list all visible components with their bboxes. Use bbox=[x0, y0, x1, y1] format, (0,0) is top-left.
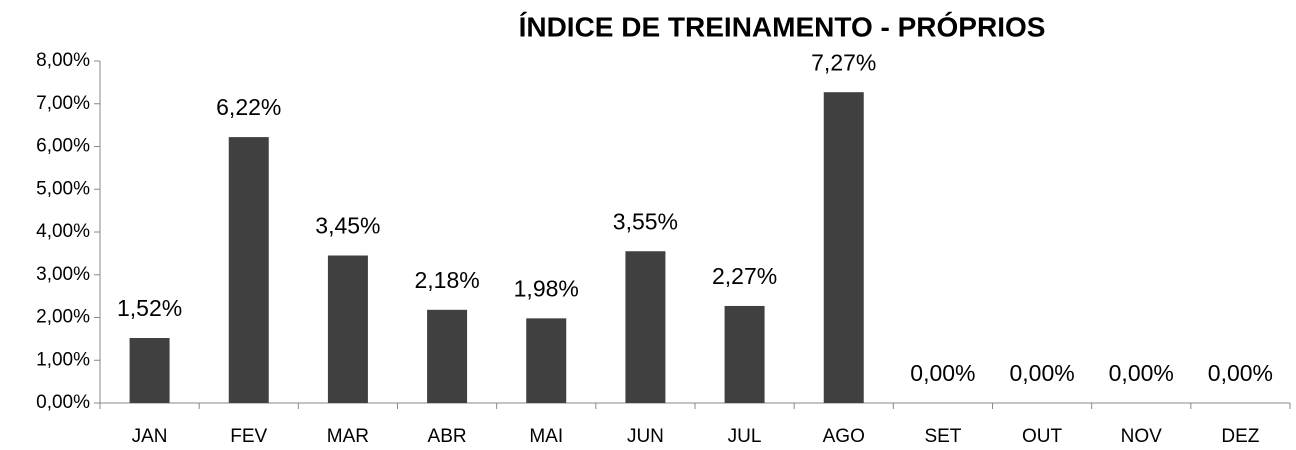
x-tick-label: ABR bbox=[428, 426, 467, 447]
value-label: 0,00% bbox=[1009, 360, 1074, 386]
x-tick-label: DEZ bbox=[1221, 426, 1259, 447]
x-tick-label: OUT bbox=[1022, 426, 1063, 447]
value-label: 3,45% bbox=[315, 213, 380, 239]
x-tick-label: NOV bbox=[1121, 426, 1163, 447]
value-label: 0,00% bbox=[1208, 360, 1273, 386]
y-tick-label: 8,00% bbox=[36, 50, 90, 71]
bar bbox=[327, 255, 368, 403]
x-tick-label: JAN bbox=[132, 426, 168, 447]
bar bbox=[129, 338, 170, 403]
y-tick-label: 4,00% bbox=[36, 221, 90, 242]
bar bbox=[823, 92, 864, 404]
y-tick-label: 2,00% bbox=[36, 307, 90, 328]
value-label: 2,18% bbox=[414, 267, 479, 293]
bar bbox=[625, 251, 666, 403]
x-tick-label: AGO bbox=[823, 426, 865, 447]
bar bbox=[427, 309, 468, 403]
value-label: 0,00% bbox=[910, 360, 975, 386]
y-tick-label: 6,00% bbox=[36, 136, 90, 157]
value-label: 2,27% bbox=[712, 263, 777, 289]
value-label: 6,22% bbox=[216, 94, 281, 120]
value-label: 7,27% bbox=[811, 49, 876, 75]
bar bbox=[526, 318, 567, 403]
x-tick-label: FEV bbox=[230, 426, 267, 447]
value-label: 3,55% bbox=[613, 208, 678, 234]
y-tick-label: 0,00% bbox=[36, 392, 90, 413]
x-tick-label: MAR bbox=[327, 426, 369, 447]
value-label: 0,00% bbox=[1109, 360, 1174, 386]
y-tick-label: 7,00% bbox=[36, 93, 90, 114]
value-label: 1,98% bbox=[514, 275, 579, 301]
x-tick-label: JUN bbox=[627, 426, 664, 447]
y-tick-label: 5,00% bbox=[36, 178, 90, 199]
y-tick-label: 3,00% bbox=[36, 264, 90, 285]
bar bbox=[228, 137, 269, 403]
bar bbox=[724, 305, 765, 403]
value-label: 1,52% bbox=[117, 295, 182, 321]
chart-title: ÍNDICE DE TREINAMENTO - PRÓPRIOS bbox=[519, 11, 1046, 42]
x-tick-label: JUL bbox=[728, 426, 762, 447]
y-tick-label: 1,00% bbox=[36, 349, 90, 370]
x-tick-label: SET bbox=[924, 426, 961, 447]
x-tick-label: MAI bbox=[529, 426, 563, 447]
